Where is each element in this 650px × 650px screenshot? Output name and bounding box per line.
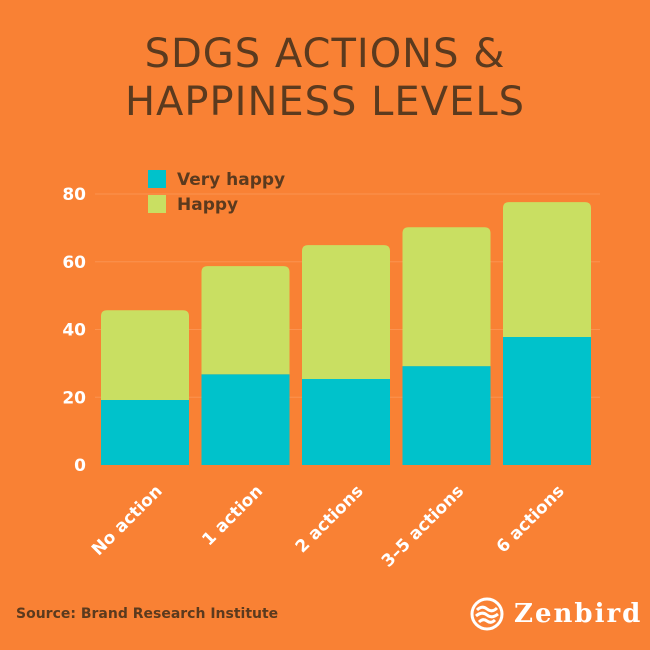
x-tick-label: 6 actions	[493, 481, 569, 557]
y-tick-label: 40	[62, 321, 86, 341]
bar-happy	[503, 202, 591, 337]
y-tick-label: 0	[74, 456, 86, 476]
legend-label: Very happy	[177, 170, 285, 190]
bar-happy	[302, 245, 390, 379]
x-tick-label: No action	[88, 481, 167, 560]
bar-very-happy	[101, 399, 189, 465]
source-note: Source: Brand Research Institute	[16, 606, 279, 622]
y-tick-label: 20	[62, 388, 86, 408]
chart-title: SDGS ACTIONS & HAPPINESS LEVELS	[124, 31, 526, 125]
x-tick-label: 2 actions	[292, 481, 368, 557]
legend-swatch	[148, 195, 166, 213]
bar-very-happy	[302, 378, 390, 465]
zenbird-logo-icon	[470, 597, 504, 631]
legend-swatch	[148, 170, 166, 188]
x-tick-label: 3–5 actions	[378, 481, 468, 571]
bar-happy	[101, 310, 189, 400]
brand-logo: Zenbird	[470, 597, 642, 631]
bar-very-happy	[503, 336, 591, 465]
bar-happy	[402, 227, 491, 367]
bar-very-happy	[402, 366, 491, 465]
logo-text: Zenbird	[514, 599, 643, 629]
y-tick-label: 80	[62, 185, 86, 205]
bar-very-happy	[201, 374, 290, 465]
y-tick-label: 60	[62, 253, 86, 273]
x-tick-label: 1 action	[198, 481, 267, 550]
legend-label: Happy	[177, 195, 238, 215]
bar-happy	[201, 266, 290, 375]
